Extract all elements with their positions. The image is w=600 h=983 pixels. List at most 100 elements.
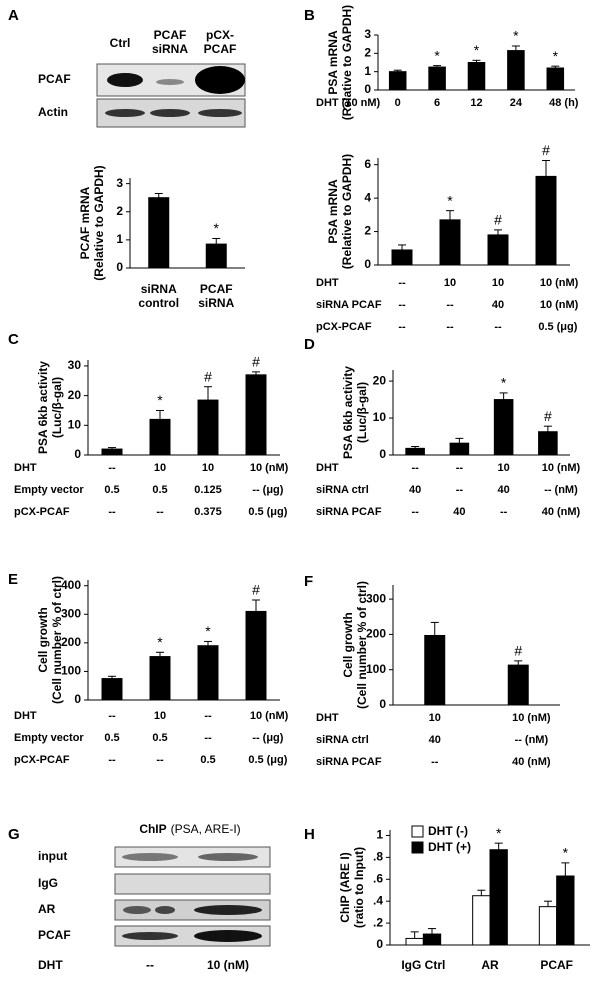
x-tick-label: AR xyxy=(481,958,499,972)
condition-cell: -- xyxy=(398,277,406,289)
condition-cell: -- xyxy=(108,710,116,722)
y-tick-label: 0 xyxy=(379,697,386,711)
y-axis-label: (Cell number % of ctrl) xyxy=(50,576,64,704)
panel-letter: E xyxy=(8,571,18,588)
y-axis-label: (Luc/β-gal) xyxy=(50,377,64,438)
condition-cell: -- xyxy=(494,321,502,333)
condition-cell: 0.5 xyxy=(152,484,167,496)
significance-mark: * xyxy=(496,825,502,841)
panel-letter: H xyxy=(304,826,315,843)
y-tick-label: .8 xyxy=(373,850,383,864)
significance-mark: * xyxy=(434,47,440,63)
panel-letter: C xyxy=(8,331,19,348)
condition-cell: -- xyxy=(108,754,116,766)
y-tick-label: 10 xyxy=(68,417,82,431)
condition-cell: 10 xyxy=(540,299,552,311)
significance-mark: * xyxy=(205,623,211,639)
condition-cell: 10 xyxy=(492,277,504,289)
y-tick-label: 300 xyxy=(61,606,81,620)
bar xyxy=(391,249,413,266)
y-tick-label: 200 xyxy=(366,627,386,641)
blot-row-label: PCAF xyxy=(38,72,71,86)
blot-row-label: AR xyxy=(38,902,56,916)
y-axis-label: ChIP (ARE I) xyxy=(338,852,352,922)
bar xyxy=(556,875,575,946)
significance-mark: # xyxy=(204,368,212,384)
condition-unit: (nM) xyxy=(525,734,549,746)
bar xyxy=(535,175,557,266)
blot-band xyxy=(155,906,175,914)
blot-footer-cell: -- xyxy=(146,958,154,972)
condition-cell: 10 xyxy=(250,462,262,474)
condition-cell: 0.5 xyxy=(152,732,167,744)
significance-mark: * xyxy=(157,392,163,408)
blot-strip xyxy=(114,846,271,868)
panel-letter: B xyxy=(304,7,315,24)
condition-cell: 0.5 xyxy=(104,484,119,496)
condition-unit: (μg) xyxy=(557,321,578,333)
condition-cell: -- xyxy=(252,484,260,496)
condition-unit: (μg) xyxy=(263,732,284,744)
condition-cell: 0 xyxy=(395,97,401,109)
condition-cell: 40 xyxy=(492,299,504,311)
bar xyxy=(428,66,446,91)
bar xyxy=(489,849,508,946)
condition-cell: 40 xyxy=(453,506,465,518)
y-tick-label: 100 xyxy=(61,664,81,678)
panel-letter: F xyxy=(304,573,313,590)
blot-band xyxy=(122,853,178,861)
y-tick-label: 1 xyxy=(376,828,383,842)
condition-cell: -- xyxy=(108,506,116,518)
condition-cell: 0.5 xyxy=(200,754,215,766)
blot-row-label: IgG xyxy=(38,876,58,890)
y-tick-label: 2 xyxy=(364,224,371,238)
condition-cell: 40 xyxy=(512,756,524,768)
condition-cell: 0.125 xyxy=(194,484,222,496)
condition-label: siRNA PCAF xyxy=(316,756,382,768)
blot-band xyxy=(198,853,258,861)
y-tick-label: 2 xyxy=(364,46,371,60)
y-tick-label: 1 xyxy=(116,232,123,246)
x-tick-label: PCAF xyxy=(540,958,573,972)
condition-cell: 40 xyxy=(409,484,421,496)
y-axis-label: PCAF mRNA xyxy=(78,186,92,259)
blot-row-label: Actin xyxy=(38,105,68,119)
condition-cell: 24 xyxy=(510,97,523,109)
blot-footer-label: DHT xyxy=(38,958,63,972)
condition-label: DHT xyxy=(316,712,339,724)
significance-mark: # xyxy=(542,142,550,158)
bar xyxy=(546,67,565,91)
bar xyxy=(472,895,491,946)
x-tick-label: IgG Ctrl xyxy=(401,958,446,972)
y-tick-label: 2 xyxy=(116,204,123,218)
y-axis-label: PSA mRNA xyxy=(326,30,340,95)
condition-unit: (nM) xyxy=(557,506,581,518)
condition-cell: -- xyxy=(500,506,508,518)
significance-mark: * xyxy=(563,845,569,861)
significance-mark: * xyxy=(157,634,163,650)
condition-label: DHT xyxy=(14,462,37,474)
y-axis-label: Cell growth xyxy=(36,607,50,672)
condition-label: DHT xyxy=(316,462,339,474)
condition-cell: -- xyxy=(156,754,164,766)
condition-unit: (nM) xyxy=(527,712,551,724)
condition-cell: 10 xyxy=(444,277,456,289)
condition-cell: -- xyxy=(446,299,454,311)
bar xyxy=(405,937,424,946)
y-tick-label: 1 xyxy=(364,64,371,78)
condition-cell: -- xyxy=(398,299,406,311)
blot-strip xyxy=(114,899,271,921)
bar xyxy=(507,664,529,706)
legend-label: DHT (-) xyxy=(428,824,468,838)
condition-cell: 10 xyxy=(202,462,214,474)
bar xyxy=(388,71,407,91)
blot-title-sub: (PSA, ARE-I) xyxy=(171,822,241,836)
legend-swatch xyxy=(411,825,424,838)
blot-row-label: input xyxy=(38,849,67,863)
y-tick-label: 100 xyxy=(366,662,386,676)
condition-cell: 40 xyxy=(542,506,554,518)
panel-letter: D xyxy=(304,336,315,353)
condition-cell: 10 xyxy=(154,710,166,722)
y-axis-label: (ratio to Input) xyxy=(352,847,366,928)
